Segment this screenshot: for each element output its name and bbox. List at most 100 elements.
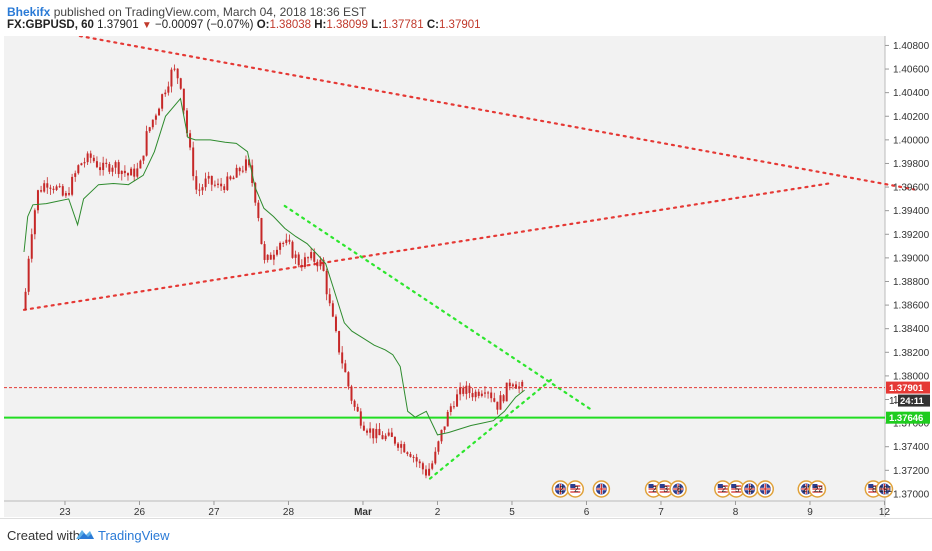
- price-tick-label: 1.39800: [893, 159, 930, 170]
- candle-body: [263, 244, 266, 260]
- candle-body: [409, 454, 412, 457]
- candle-body: [459, 387, 462, 395]
- price-tick-label: 1.39600: [893, 183, 930, 194]
- us-flag-canton: [731, 484, 737, 488]
- candle-body: [173, 68, 176, 70]
- candle-body: [164, 92, 167, 95]
- candle-body: [102, 162, 105, 171]
- tradingview-brand-link[interactable]: TradingView: [98, 528, 170, 543]
- author-link[interactable]: Bhekifx: [7, 5, 51, 19]
- candle-body: [412, 456, 415, 458]
- us-flag-canton: [659, 484, 665, 488]
- price-chart[interactable]: 2 2 2 3 8 2 5 2 27 22 8 191 1.408001.406001.404001.…: [0, 36, 932, 518]
- us-flag-canton: [648, 484, 654, 488]
- candle-body: [353, 400, 356, 407]
- countdown-tag: 1. 24:11: [889, 394, 930, 407]
- candle-body: [105, 162, 108, 165]
- candle-body: [179, 78, 182, 89]
- price-tick-label: 1.38600: [893, 301, 930, 312]
- candle-body: [33, 210, 36, 235]
- candle-body: [24, 291, 27, 310]
- event-count-label: 3: [663, 485, 668, 494]
- candle-body: [288, 239, 291, 242]
- candle-body: [505, 382, 508, 402]
- candle-body: [397, 443, 400, 448]
- candle-body: [487, 392, 490, 394]
- price-tick-label: 1.38000: [893, 371, 930, 382]
- candle-body: [322, 259, 325, 271]
- time-tick-label: 5: [509, 507, 515, 518]
- candle-body: [490, 392, 493, 399]
- low-value: 1.37781: [382, 19, 424, 31]
- candle-body: [313, 252, 316, 262]
- price-tick-label: 1.38800: [893, 277, 930, 288]
- candle-body: [297, 254, 300, 266]
- time-tick-label: 27: [208, 507, 220, 518]
- candle-body: [415, 457, 418, 462]
- candle-body: [241, 170, 244, 172]
- time-tick-label: 28: [283, 507, 295, 518]
- candle-body: [161, 94, 164, 109]
- candle-body: [130, 168, 133, 176]
- candle-body: [359, 411, 362, 426]
- candle-body: [338, 331, 341, 353]
- publication-line: Bhekifx published on TradingView.com, Ma…: [7, 5, 366, 19]
- candle-body: [456, 394, 459, 407]
- tradingview-logo-icon[interactable]: [75, 527, 95, 541]
- candle-body: [362, 425, 365, 431]
- candle-body: [480, 393, 483, 396]
- candle-body: [303, 257, 306, 268]
- candle-body: [148, 127, 151, 132]
- created-with-text: Created with: [7, 528, 80, 543]
- time-tick-label: 8: [733, 507, 739, 518]
- candle-body: [372, 428, 375, 439]
- candle-body: [43, 183, 46, 192]
- candle-body: [282, 242, 285, 244]
- candle-body: [390, 432, 393, 437]
- candle-body: [384, 435, 387, 440]
- support-price-tag-label: 1.37646: [889, 413, 923, 424]
- candle-body: [468, 385, 471, 394]
- candle-body: [52, 188, 55, 190]
- candle-body: [477, 391, 480, 396]
- candle-body: [158, 108, 161, 116]
- candle-body: [269, 254, 272, 260]
- candle-body: [316, 261, 319, 267]
- event-count-label: 191: [879, 485, 893, 494]
- candle-body: [406, 452, 409, 455]
- candle-body: [334, 316, 337, 332]
- candle-body: [421, 463, 424, 470]
- high-label: H:: [314, 19, 327, 31]
- candle-body: [223, 186, 226, 191]
- time-tick-label: 6: [584, 507, 590, 518]
- candle-body: [95, 161, 98, 168]
- candle-body: [366, 430, 369, 433]
- price-tick-label: 1.37200: [893, 466, 930, 477]
- candle-body: [192, 147, 195, 177]
- candle-body: [74, 173, 77, 177]
- candle-body: [434, 451, 437, 464]
- candle-body: [220, 183, 223, 187]
- price-tick-label: 1.39400: [893, 206, 930, 217]
- last-price-tag-bg: [886, 381, 930, 394]
- price-axis-background: [885, 36, 932, 517]
- symbol-label[interactable]: FX:GBPUSD, 60: [7, 19, 94, 31]
- candle-body: [387, 432, 390, 436]
- candle-body: [462, 387, 465, 394]
- candle-body: [83, 162, 86, 164]
- price-tick-label: 1.37600: [893, 419, 930, 430]
- candle-body: [325, 270, 328, 295]
- price-tick-label: 1.39000: [893, 253, 930, 264]
- uk-event-flag-icon: [592, 480, 611, 498]
- candle-body: [272, 254, 275, 260]
- time-tick-label: 12: [879, 507, 891, 518]
- price-tick-label: 1.40800: [893, 41, 930, 52]
- candle-body: [493, 398, 496, 402]
- candle-body: [381, 435, 384, 440]
- candle-body: [189, 133, 192, 148]
- candle-body: [502, 395, 505, 402]
- candle-body: [92, 157, 95, 162]
- candle-body: [145, 131, 148, 156]
- price-tick-label: 1.37400: [893, 442, 930, 453]
- red-trendline-1: [78, 36, 916, 191]
